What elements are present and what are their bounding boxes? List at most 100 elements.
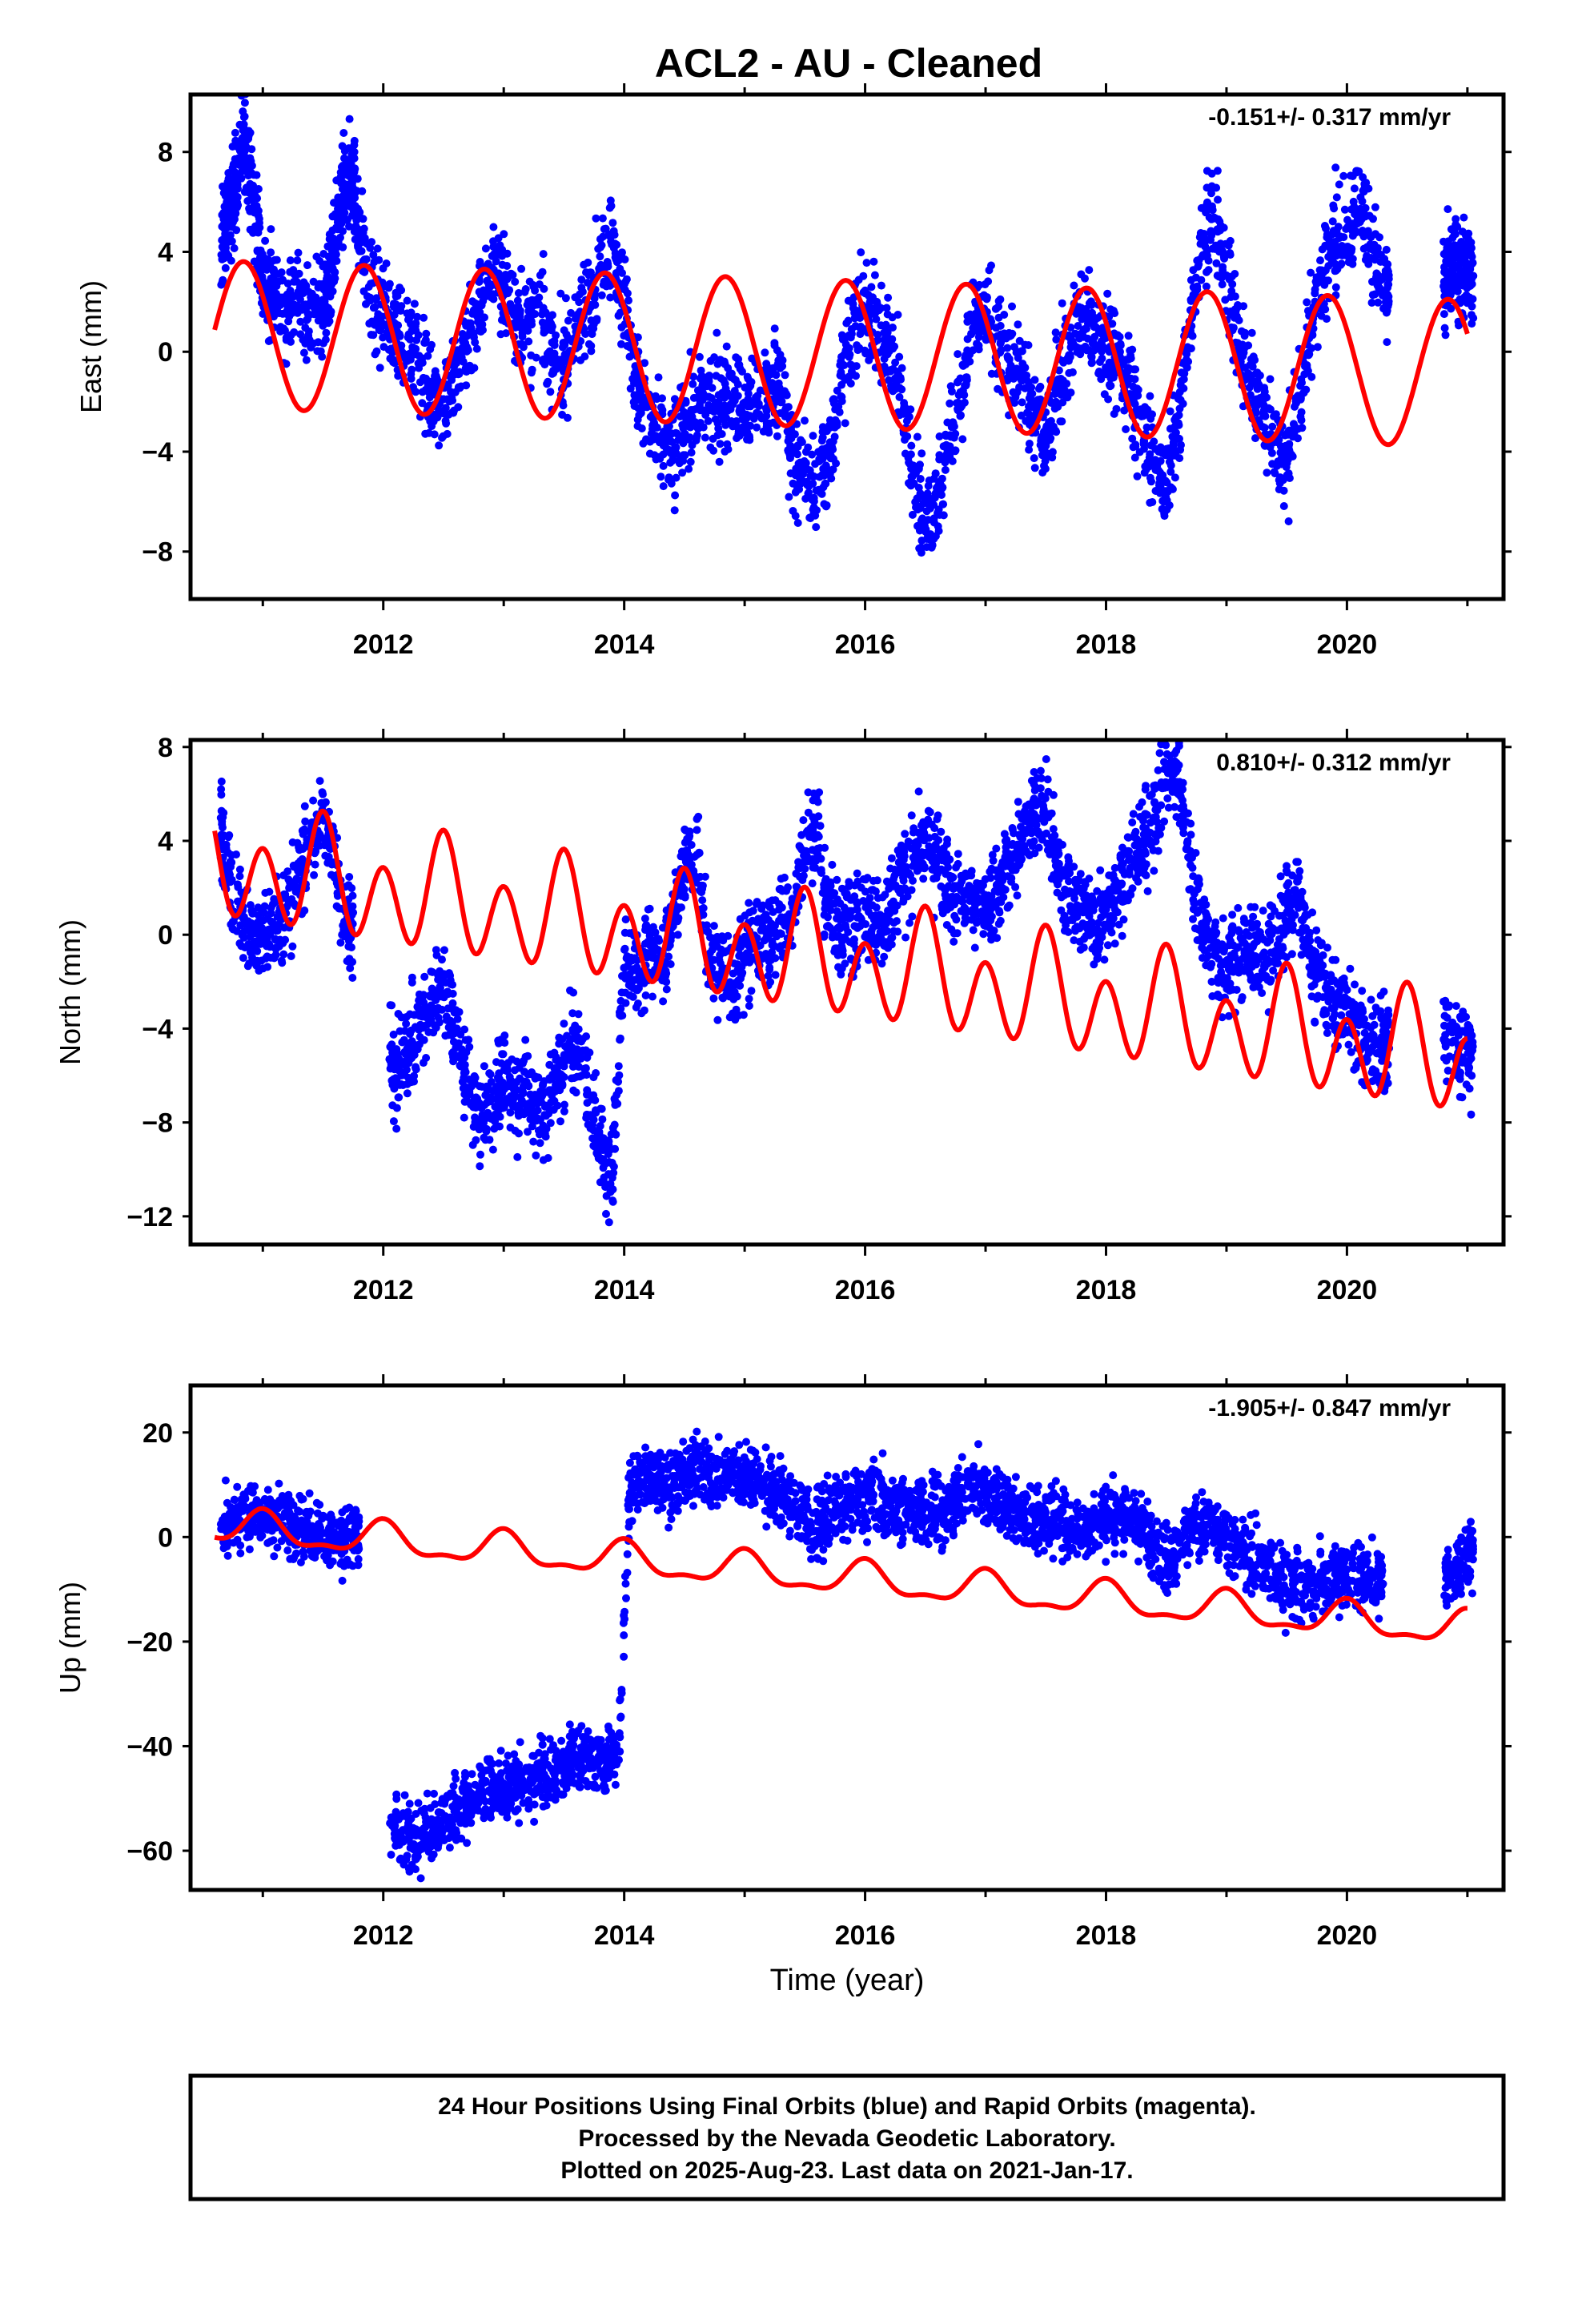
east-data-point (1040, 461, 1048, 470)
east-data-point (1203, 200, 1211, 209)
east-ylabel: East (mm) (74, 280, 107, 413)
east-data-point (371, 296, 380, 304)
east-data-point (240, 99, 249, 107)
north-data-point (481, 1114, 490, 1123)
east-data-point (428, 388, 436, 397)
north-data-point (492, 1058, 500, 1067)
east-data-point (841, 419, 849, 428)
east-data-point (831, 416, 840, 424)
east-data-point (996, 321, 1005, 330)
east-data-point (1004, 354, 1012, 363)
north-data-point (604, 1218, 613, 1227)
north-data-point (542, 1124, 551, 1133)
north-data-point (254, 903, 263, 912)
east-data-point (1030, 464, 1039, 472)
north-data-point (287, 952, 295, 960)
east-data-point (1182, 356, 1191, 364)
east-data-point (1081, 342, 1090, 351)
east-data-point (548, 311, 556, 320)
east-data-point (620, 255, 629, 263)
north-data-point (491, 1117, 500, 1126)
east-data-point (809, 505, 817, 514)
east-data-point (428, 340, 436, 349)
east-data-point (504, 273, 512, 282)
north-data-point (504, 1059, 512, 1068)
east-data-point (778, 356, 787, 364)
east-data-point (946, 442, 954, 451)
east-data-point (1284, 517, 1293, 525)
east-data-point (616, 264, 624, 273)
east-data-point (1455, 321, 1463, 330)
east-data-point (796, 477, 805, 486)
north-data-point (290, 899, 299, 908)
east-data-point (659, 441, 668, 450)
east-data-point (1288, 452, 1297, 460)
north-data-point (560, 1100, 568, 1109)
north-data-point (278, 959, 287, 967)
north-data-point (452, 1006, 460, 1015)
east-data-point (480, 313, 488, 322)
north-data-point (488, 1145, 497, 1154)
east-ytick-label: 8 (158, 138, 173, 168)
north-data-point (608, 1185, 617, 1194)
east-data-point (1275, 485, 1283, 494)
east-data-point (862, 259, 871, 267)
east-data-point (441, 409, 449, 418)
east-data-point (785, 493, 793, 501)
east-data-point (1106, 382, 1114, 391)
north-data-point (394, 1010, 403, 1018)
east-data-point (1372, 269, 1381, 278)
north-data-point (239, 933, 248, 942)
north-data-point (296, 843, 305, 852)
east-ytick-label: −8 (142, 537, 173, 568)
east-data-point (797, 438, 806, 446)
east-data-point (1058, 299, 1066, 308)
east-data-point (1275, 436, 1283, 444)
east-data-point (790, 430, 799, 439)
east-data-point (548, 358, 556, 367)
east-data-point (608, 219, 617, 227)
east-data-point (345, 115, 354, 123)
east-data-point (351, 194, 359, 202)
east-data-point (548, 322, 556, 331)
east-data-point (1439, 237, 1447, 246)
east-data-point (373, 244, 382, 253)
east-model-curve (212, 259, 1470, 448)
north-data-point (515, 1129, 523, 1138)
east-data-point (1150, 456, 1159, 464)
east-data-point (517, 340, 526, 348)
north-data-point (271, 898, 279, 907)
east-data-point (375, 325, 383, 334)
north-data-point (396, 1080, 404, 1089)
east-data-point (1051, 328, 1060, 337)
east-data-point (818, 470, 827, 479)
east-data-point (1070, 281, 1078, 290)
east-data-point (254, 207, 263, 215)
north-data-point (315, 830, 323, 838)
north-data-point (532, 1151, 540, 1160)
north-data-point (261, 940, 270, 949)
east-data-point (717, 430, 726, 438)
east-data-point (1359, 187, 1367, 195)
east-data-point (424, 352, 432, 360)
east-data-point (407, 308, 416, 317)
east-data-point (997, 330, 1005, 339)
east-data-point (689, 380, 697, 388)
east-data-point (802, 465, 811, 473)
east-data-point (1346, 258, 1355, 267)
east-data-point (1316, 256, 1324, 265)
east-data-point (303, 261, 311, 270)
east-data-point (985, 266, 994, 275)
east-data-point (1201, 242, 1210, 251)
east-data-point (596, 252, 604, 261)
east-data-point (884, 293, 893, 302)
east-data-point (379, 343, 388, 352)
east-data-point (1076, 350, 1085, 359)
east-data-point (587, 268, 595, 277)
north-data-point (577, 1037, 586, 1046)
east-data-point (646, 412, 655, 421)
east-data-point (873, 300, 881, 308)
north-data-point (546, 1119, 555, 1128)
east-data-point (1311, 289, 1319, 298)
east-data-point (837, 397, 846, 405)
